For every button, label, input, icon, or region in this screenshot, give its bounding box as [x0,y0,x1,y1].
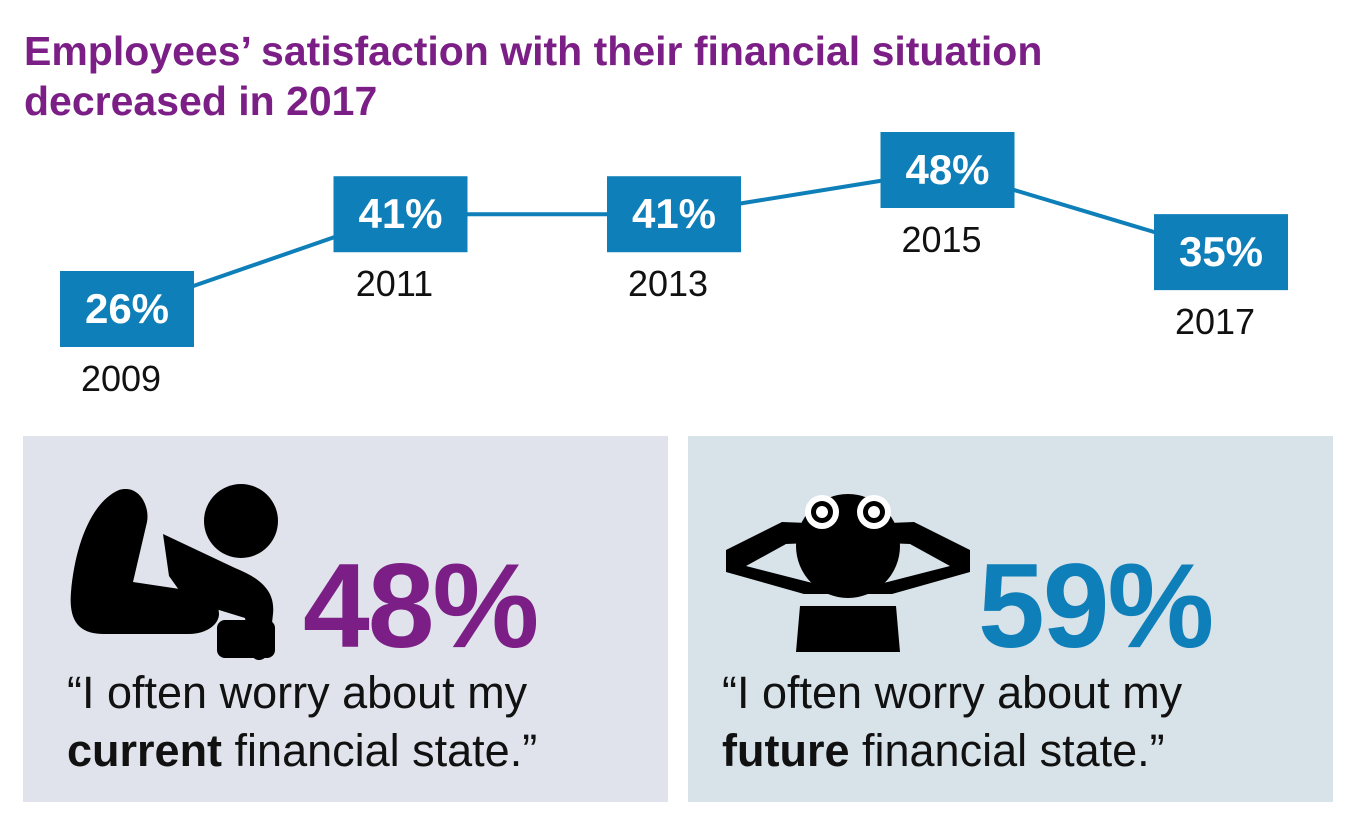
data-point-box [1154,214,1288,291]
current-worry-quote: “I often worry about my current financia… [67,664,657,780]
future-worry-quote: “I often worry about my future financial… [722,664,1322,780]
future-worry-quote-line-1: “I often worry about my [722,667,1183,718]
future-worry-percent: 59% [978,539,1214,673]
worried-person-icon [70,484,278,660]
x-tick-label: 2017 [1175,301,1255,342]
chart-points: 26% 2009 41% 2011 41% 2013 48% 2015 35% 2017 [60,132,1288,399]
current-worry-percent: 48% [303,539,539,673]
future-worry-card: 59% “I often worry about my future finan… [688,436,1333,802]
data-point-box [60,271,194,347]
person-with-binoculars-icon [726,494,970,652]
data-label: 48% [905,146,989,193]
future-worry-quote-end: financial state.” [849,725,1165,776]
data-point-box [607,176,741,253]
chart-point-2009: 26% 2009 [60,271,194,399]
chart-title-line-1: Employees’ satisfaction with their finan… [24,28,1043,74]
x-tick-label: 2015 [901,219,981,260]
current-worry-quote-emphasis: current [67,725,223,776]
chart-title-line-2: decreased in 2017 [24,78,378,124]
data-point-box [880,132,1015,208]
data-label: 35% [1179,228,1263,275]
current-worry-quote-line-1: “I often worry about my [67,667,528,718]
data-label: 26% [85,285,169,332]
future-worry-quote-emphasis: future [722,725,850,776]
current-worry-quote-end: financial state.” [222,725,538,776]
x-tick-label: 2011 [356,263,433,304]
chart-title: Employees’ satisfaction with their finan… [24,26,1224,126]
chart-point-2017: 35% 2017 [1154,214,1288,342]
current-worry-card: 48% “I often worry about my current fina… [23,436,668,802]
data-label: 41% [358,190,442,237]
data-label: 41% [632,190,716,237]
chart-point-2011: 41% 2011 [333,176,468,304]
data-point-box [333,176,468,253]
trend-line-chart: 26% 2009 41% 2011 41% 2013 48% 2015 35% 2017 [60,132,1288,399]
chart-point-2013: 41% 2013 [607,176,741,304]
chart-point-2015: 48% 2015 [880,132,1015,260]
x-tick-label: 2013 [628,263,708,304]
x-tick-label: 2009 [81,358,161,399]
